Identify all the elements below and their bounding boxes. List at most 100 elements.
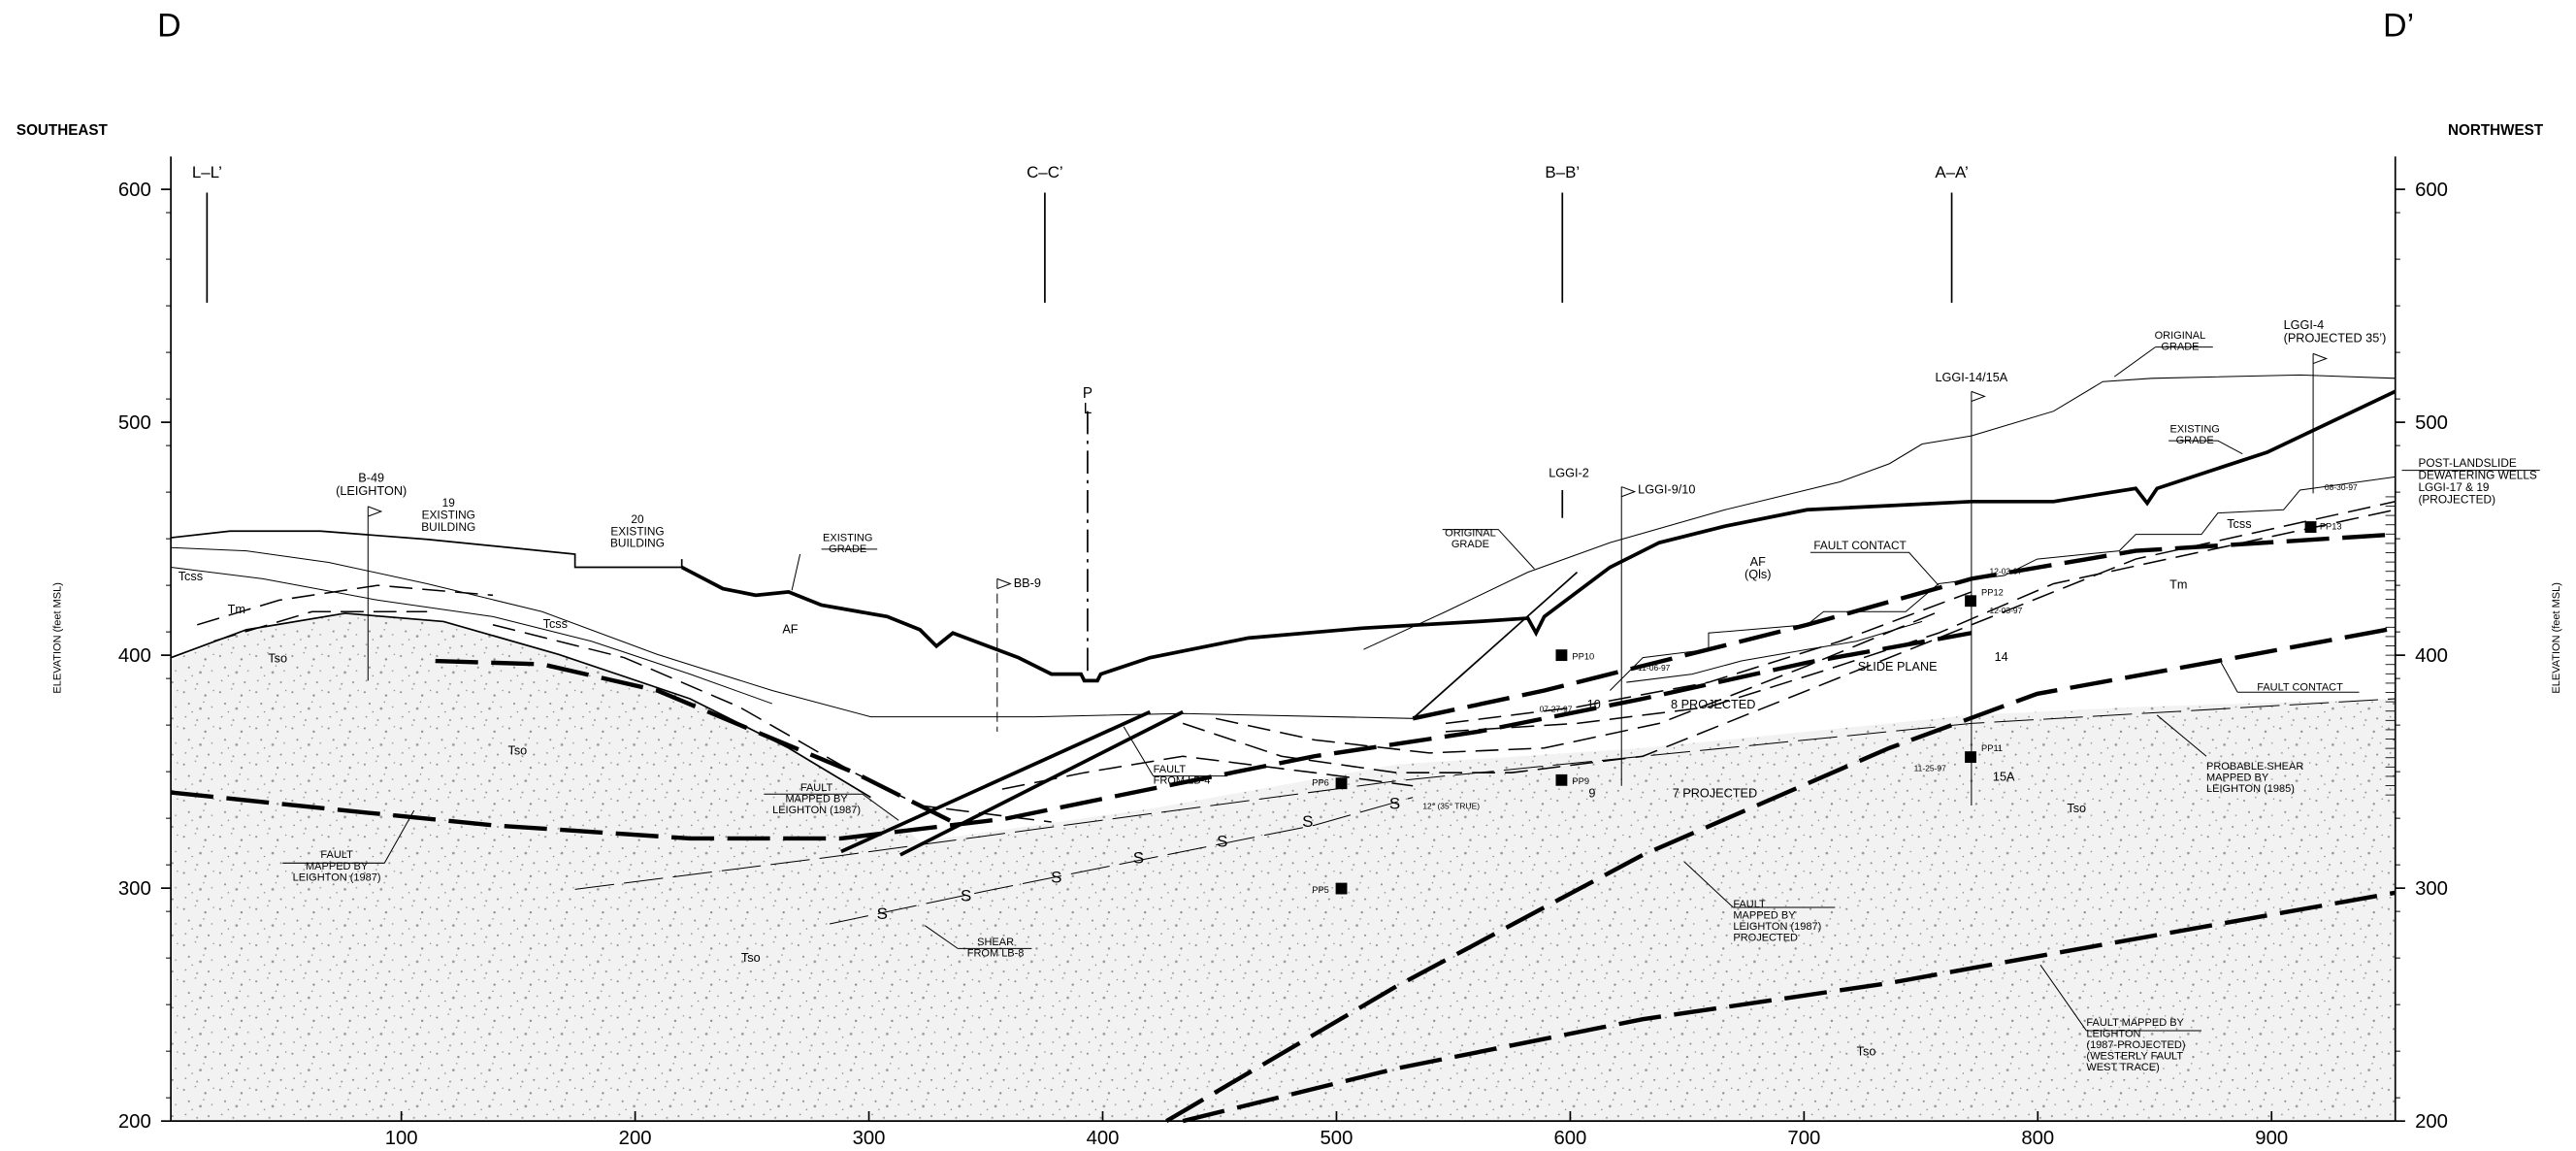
annotation: 12-03-97 (1990, 566, 2023, 576)
shear-lb8 (829, 797, 1414, 925)
x-tick-label: 200 (619, 1128, 652, 1149)
annotation: Tso (507, 744, 527, 758)
annotation-line: PP11 (1981, 743, 2003, 753)
shear-mark: S (961, 886, 971, 904)
piezometer (1335, 882, 1348, 895)
annotation-line: 12° (35° TRUE) (1422, 801, 1480, 810)
leader (925, 925, 1032, 949)
annotation: D’ (2383, 8, 2414, 45)
contact-dashed (1001, 755, 1414, 790)
annotation: 10 (1587, 698, 1601, 711)
annotation-line: FAULT (1154, 764, 1187, 775)
annotation-line: LGGI-4 (2284, 318, 2325, 332)
shear-mark: S (1302, 812, 1313, 831)
annotation: Tm (228, 603, 245, 616)
annotation: FAULT CONTACT (2257, 682, 2343, 694)
annotation: L–L’ (192, 163, 222, 181)
annotation-line: AF (1750, 555, 1766, 569)
annotation: SOUTHEAST (16, 122, 109, 139)
annotation: FAULT MAPPED BY LEIGHTON (1987) PROJECTED (1733, 899, 1821, 944)
borehole-flag (996, 577, 1012, 590)
annotation-line: 20 (631, 512, 644, 526)
annotation: 9 (1588, 787, 1595, 801)
annotation: FAULT MAPPED BY LEIGHTON (1987-PROJECTED)(… (2086, 1017, 2185, 1073)
annotation-line: 8 PROJECTED (1671, 698, 1755, 711)
annotation-line: MAPPED BY (785, 793, 848, 805)
bedrock-fill (171, 612, 2396, 1122)
y-tick-label: 200 (118, 1111, 151, 1133)
annotation-line: LGGI-14/15A (1936, 371, 2008, 384)
annotation-line: 9 (1588, 787, 1595, 801)
borehole-flag (2312, 352, 2329, 365)
y-tick-label: 600 (2415, 180, 2448, 201)
annotation-line: Tcss (2227, 517, 2251, 531)
leader (1442, 529, 1535, 570)
annotation: 14 (1995, 650, 2008, 664)
cut-line (899, 709, 1184, 857)
piezometer (1965, 751, 1976, 764)
annotation: BB-9 (1014, 576, 1041, 590)
annotation: Tm (2169, 578, 2187, 592)
annotation-line: C–C’ (1027, 163, 1063, 181)
annotation: FAULT MAPPED BY LEIGHTON (1987) (293, 849, 381, 883)
leader (1810, 551, 1940, 586)
annotation-line: Tso (507, 744, 527, 758)
leader (764, 793, 899, 821)
annotation: 07-27-97 (1540, 705, 1573, 714)
annotation-line: 15A (1993, 771, 2015, 784)
annotation-line: BUILDING (610, 537, 665, 550)
annotation: SLIDE PLANE (1858, 660, 1938, 674)
contact-dashed (1215, 610, 1940, 754)
annotation-line: EXISTING (823, 532, 872, 543)
annotation-line: BB-9 (1014, 576, 1041, 590)
annotation-line: 07-27-97 (1540, 705, 1573, 714)
annotation: PP11 (1981, 743, 2003, 753)
annotation-line: (PROJECTED) (2418, 493, 2495, 507)
annotation-line: PP13 (2320, 522, 2342, 532)
annotation-line: PP12 (1981, 587, 2004, 597)
annotation-line: LGGI-17 & 19 (2418, 480, 2489, 494)
building-grade (171, 530, 683, 569)
annotation: FAULT CONTACT (1813, 539, 1906, 552)
piezometer (1335, 777, 1348, 790)
piezometer (1555, 649, 1568, 662)
annotation-line: (LEIGHTON) (336, 484, 407, 498)
annotation-line: PROBABLE SHEAR (2206, 761, 2303, 773)
annotation-line: LEIGHTON (2086, 1029, 2140, 1040)
annotation-line: PP6 (1312, 778, 1329, 788)
annotation-line: FROM LB-8 (967, 948, 1025, 960)
y-axis-label: ELEVATION (feet MSL) (52, 582, 64, 694)
cut-line (1412, 571, 1579, 719)
annotation: Tso (268, 652, 287, 666)
fault-west-trace (1182, 890, 2397, 1124)
x-tick-label: 400 (1087, 1128, 1120, 1149)
annotation-line: ORIGINAL (2155, 330, 2206, 342)
annotation-line: MAPPED BY (2206, 772, 2269, 783)
shear-mark: S (1389, 794, 1400, 812)
annotation-line: P (1083, 385, 1092, 402)
annotation: 15A (1993, 771, 2015, 784)
annotation-line: 19 (442, 496, 456, 510)
annotation-line: PP5 (1312, 885, 1329, 895)
annotation-line: (1987-PROJECTED) (2086, 1039, 2185, 1051)
annotation: 20 EXISTING BUILDING (610, 512, 665, 550)
shear-mark: S (1051, 869, 1061, 887)
original-grade (1363, 374, 2396, 650)
annotation: 08-30-97 (2325, 482, 2358, 492)
annotation-line: FAULT CONTACT (2257, 682, 2343, 694)
annotation-line: POST-LANDSLIDE (2418, 456, 2516, 470)
x-tick-label: 700 (1787, 1128, 1820, 1149)
y-tick-label: 400 (2415, 645, 2448, 667)
annotation: PROBABLE SHEAR MAPPED BY LEIGHTON (1985) (2206, 761, 2303, 795)
x-tick-label: 900 (2255, 1128, 2288, 1149)
annotation: POST-LANDSLIDE DEWATERING WELLS LGGI-17 & … (2418, 456, 2536, 506)
annotation: AF (Qls) (1745, 555, 1771, 581)
annotation-line: Tso (741, 951, 761, 965)
fault-projected (1165, 626, 2397, 1124)
annotation: B–B’ (1545, 163, 1580, 181)
annotation-line: FAULT (1733, 899, 1766, 910)
y-tick-label: 600 (118, 180, 151, 201)
cut-line (840, 709, 1152, 854)
